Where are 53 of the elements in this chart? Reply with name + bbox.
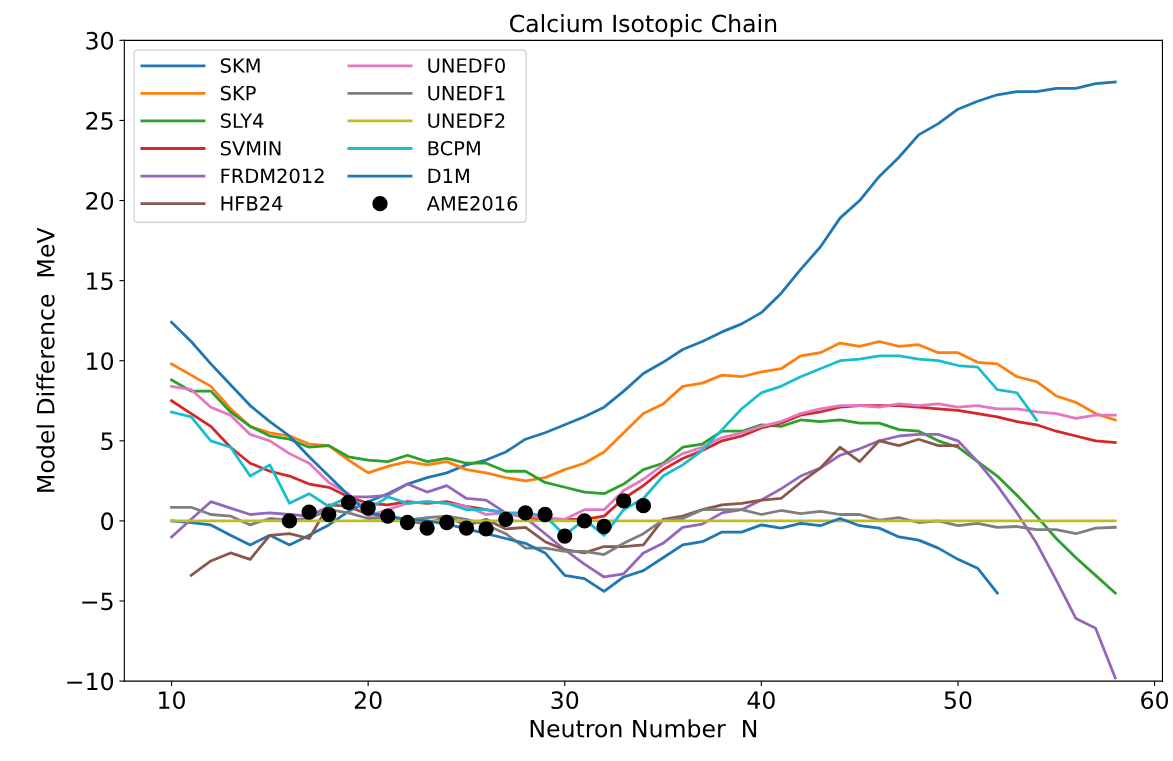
y-tick-label: 30 (86, 31, 114, 50)
point (340, 494, 357, 511)
point (321, 506, 337, 523)
y-tick-label: 0 (101, 512, 114, 531)
point (399, 514, 416, 531)
point (281, 513, 298, 529)
line-series (170, 433, 1117, 680)
point (439, 514, 455, 531)
y-tick-label: 20 (86, 191, 114, 210)
line-series (170, 505, 1117, 556)
chart-title: Calcium Isotopic Chain (510, 14, 777, 37)
y-tick-label: 15 (87, 272, 113, 290)
legend-label: FRDM2012 (221, 168, 324, 184)
point (498, 511, 514, 527)
x-tick-label: 20 (354, 691, 382, 710)
x-tick-label: 10 (159, 691, 185, 710)
legend-label: UNEDF1 (428, 86, 505, 101)
point (596, 518, 612, 535)
x-tick-label: 40 (747, 691, 775, 710)
y-tick-label: 25 (86, 111, 113, 130)
y-tick-label: 5 (101, 432, 113, 451)
point (458, 520, 475, 536)
point (419, 520, 435, 536)
point (301, 504, 317, 520)
point (537, 506, 553, 523)
line-series (170, 340, 1117, 483)
y-tick-label: −10 (67, 672, 114, 691)
y-axis-title: Model Difference MeV (36, 227, 55, 492)
legend-label: AME2016 (426, 196, 518, 211)
x-tick-label: 50 (944, 691, 972, 710)
point (635, 498, 652, 514)
point (616, 493, 632, 509)
legend-label: SKP (220, 85, 256, 101)
legend-label: SLY4 (220, 113, 264, 129)
legend-label: UNEDF2 (428, 113, 505, 129)
x-tick-label: 60 (1141, 691, 1169, 710)
legend-label: SVMIN (220, 140, 281, 156)
legend-label: D1M (428, 168, 469, 183)
legend-label: HFB24 (221, 196, 283, 211)
legend-label: SKM (220, 58, 260, 73)
line-series (170, 378, 1117, 595)
point (360, 500, 376, 516)
point (517, 505, 534, 521)
point (557, 528, 573, 544)
legend-label: UNEDF0 (428, 58, 505, 73)
x-tick-label: 30 (551, 691, 579, 710)
point (576, 513, 593, 529)
y-tick-label: 10 (87, 352, 114, 371)
point (478, 521, 494, 537)
y-tick-label: −5 (82, 592, 113, 611)
x-axis-title: Neutron Number N (530, 719, 757, 738)
point (380, 508, 396, 524)
legend-label: BCPM (428, 140, 480, 156)
